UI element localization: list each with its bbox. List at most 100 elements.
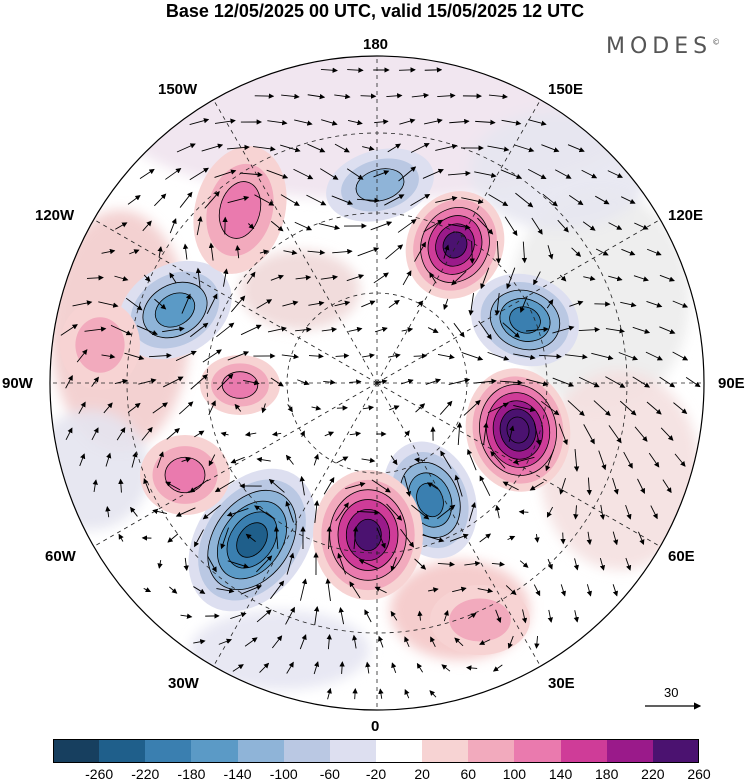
wind-vector-arrow <box>410 193 431 206</box>
map-boundary <box>49 55 705 711</box>
wind-vector-arrow <box>259 662 270 673</box>
wind-vector-arrow <box>571 247 582 257</box>
wind-vector-arrow <box>323 476 335 495</box>
wind-vector-arrow <box>547 558 553 570</box>
lon-label-150w: 150W <box>158 81 198 98</box>
wind-vector-arrow <box>573 449 580 472</box>
wind-vector-arrow <box>374 119 389 125</box>
wind-vector-arrow <box>285 500 294 523</box>
colorbar-tick-label: 20 <box>414 766 430 782</box>
wind-vector-arrow <box>254 194 275 206</box>
colorbar-tick-label: 260 <box>687 766 711 782</box>
wind-vector-arrow <box>397 219 417 233</box>
wind-vector-arrow <box>557 219 569 233</box>
wind-vector-arrow <box>72 300 93 307</box>
wind-vector-arrow <box>65 374 73 389</box>
wind-vector-arrow <box>487 402 509 414</box>
wind-vector-arrow <box>452 586 467 593</box>
wind-vector-arrow <box>672 351 689 361</box>
wind-vector-arrow <box>194 430 205 438</box>
wind-vector-arrow <box>331 195 354 205</box>
wind-vector-arrow <box>293 168 314 180</box>
wind-vector-arrow <box>416 662 424 673</box>
wind-vector-arrow <box>508 425 515 442</box>
wind-vector-arrow <box>270 580 285 600</box>
wind-vector-arrow <box>625 504 632 520</box>
wind-vector-arrow <box>320 67 338 73</box>
wind-vector-arrow <box>465 665 478 671</box>
wind-vector-arrow <box>138 378 157 385</box>
wind-vector-arrow <box>280 144 301 153</box>
wind-vector-arrow <box>501 119 522 126</box>
wind-vector-arrow <box>116 427 126 441</box>
lon-label-left: 90W <box>2 375 33 392</box>
wind-vector-arrow <box>105 505 111 518</box>
wind-vector-arrow <box>415 403 426 413</box>
wind-vector-arrow <box>426 482 439 490</box>
colorbar-tick-label: 180 <box>595 766 619 782</box>
wind-vector-arrow <box>414 558 427 570</box>
wind-vector-arrow <box>513 353 536 360</box>
wind-vector-arrow <box>467 448 477 471</box>
wind-vector-arrow <box>230 295 246 313</box>
wind-vector-arrow <box>227 560 250 569</box>
wind-vector-arrow <box>218 638 233 645</box>
wind-vector-arrow <box>620 196 636 204</box>
wind-vector-arrow <box>582 221 596 231</box>
wind-vector-arrow <box>437 504 456 520</box>
wind-vector-arrow <box>464 560 481 567</box>
wind-vector-arrow <box>196 216 203 236</box>
wind-vector-arrow <box>166 428 180 440</box>
wind-vector-arrow <box>456 422 463 446</box>
colorbar-tick-label: -60 <box>319 766 340 782</box>
wind-vector-arrow <box>467 612 477 620</box>
wind-vectors <box>60 67 701 700</box>
wind-vector-arrow <box>605 376 626 388</box>
wind-vector-arrow <box>243 379 260 386</box>
wind-vector-arrow <box>422 534 445 543</box>
wind-vector-arrow <box>285 606 295 625</box>
wind-vector-arrow <box>454 474 463 497</box>
wind-vector-arrow <box>547 609 553 623</box>
wind-vector-arrow <box>127 195 141 205</box>
wind-vector-arrow <box>281 93 300 100</box>
wind-vector-arrow <box>429 690 437 698</box>
wind-vector-arrow <box>448 170 471 177</box>
wind-vector-arrow <box>320 274 339 281</box>
colorbar-swatch <box>191 739 239 763</box>
wind-vector-arrow <box>216 373 234 391</box>
colorbar-tick-label: -220 <box>131 766 160 782</box>
wind-vector-arrow <box>608 275 623 282</box>
wind-vector-arrow <box>595 248 609 256</box>
wind-vector-arrow <box>295 274 312 281</box>
wind-vector-arrow <box>78 401 86 414</box>
wind-vector-arrow <box>443 244 450 259</box>
wind-vector-arrow <box>220 431 229 437</box>
wind-vector-arrow <box>332 248 353 255</box>
wind-vector-arrow <box>586 477 592 496</box>
wind-vector-arrow <box>490 450 506 469</box>
wind-vector-arrow <box>307 143 326 153</box>
wind-vector-arrow <box>299 634 307 650</box>
wind-vector-arrow <box>193 586 206 594</box>
wind-vector-arrow <box>103 402 113 414</box>
wind-vector-arrow <box>505 585 517 596</box>
wind-vector-arrow <box>154 298 167 310</box>
wind-vector-arrow <box>389 405 400 411</box>
colorbar-swatch <box>606 739 654 763</box>
wind-vector-arrow <box>227 144 250 151</box>
wind-vector-arrow <box>660 427 674 441</box>
wind-vector-arrow <box>632 326 651 334</box>
wind-vector-arrow <box>294 221 313 231</box>
wind-vector-arrow <box>334 300 351 307</box>
wind-vector-arrow <box>646 248 662 256</box>
wind-vector-arrow <box>227 195 250 204</box>
wind-vector-arrow <box>207 556 217 573</box>
wind-vector-arrow <box>300 578 308 601</box>
wind-vector-arrow <box>285 454 294 465</box>
wind-vector-arrow <box>92 479 98 492</box>
wind-vector-arrow <box>227 351 250 361</box>
wind-vector-arrow <box>118 533 124 542</box>
wind-vector-arrow <box>573 610 579 623</box>
wind-vector-arrow <box>308 353 324 359</box>
